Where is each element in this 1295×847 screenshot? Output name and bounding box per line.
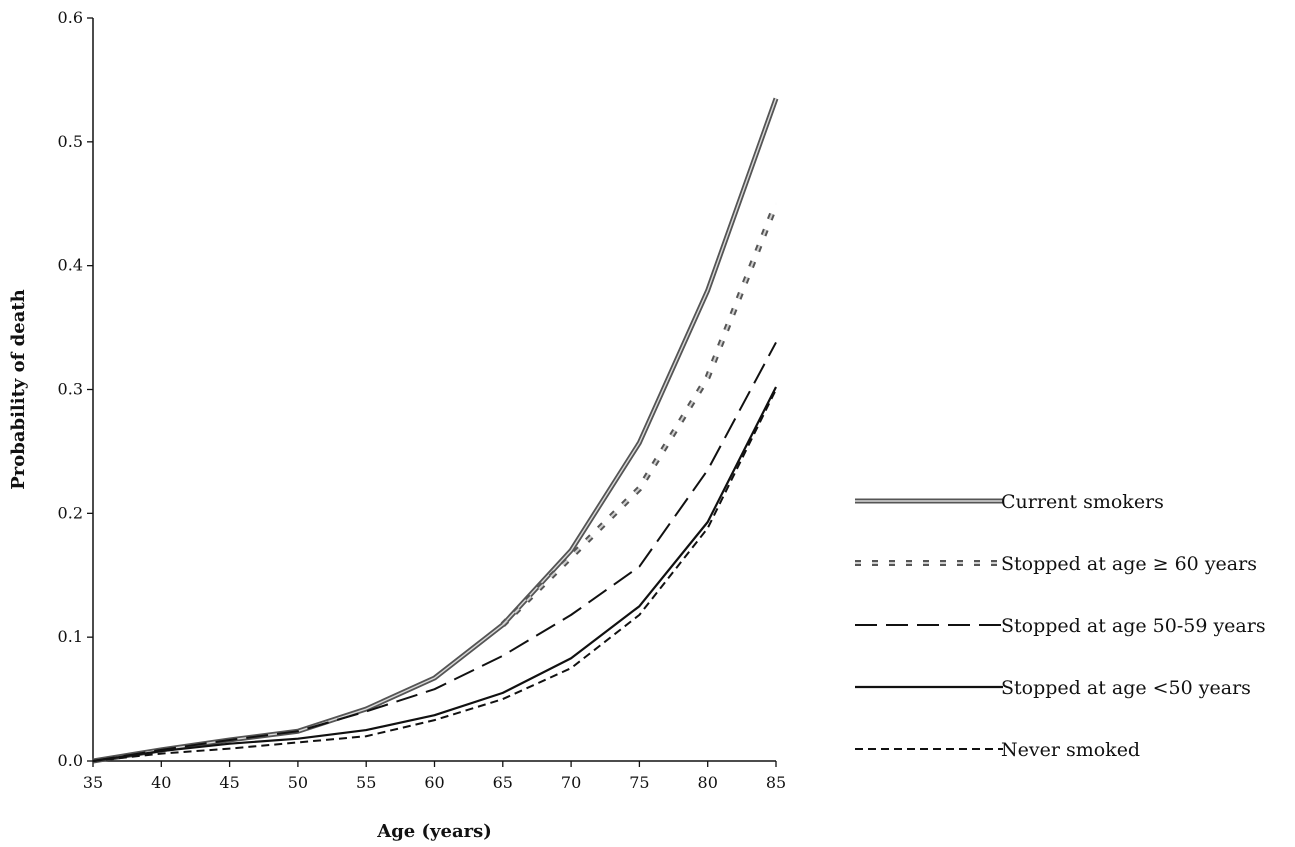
data-point [160,752,162,754]
data-point [297,730,299,732]
series-line [92,386,777,763]
data-point [433,714,435,716]
data-point [502,655,504,657]
series-line [502,203,777,626]
y-tick-label: 0.0 [58,751,83,770]
legend-label: Current smokers [1001,491,1164,513]
series-line [92,389,777,762]
data-point [707,289,709,291]
data-point [638,565,640,567]
data-point [775,203,777,205]
data-point [570,549,572,551]
series-line [92,341,777,762]
x-tick-label: 50 [288,773,308,792]
data-point [433,677,435,679]
y-tick-label: 0.3 [58,380,83,399]
x-tick-label: 35 [83,773,103,792]
data-point [228,739,230,741]
x-tick-label: 65 [493,773,513,792]
legend-label: Stopped at age <50 years [1001,677,1251,699]
data-point [502,624,504,626]
data-point [638,605,640,607]
x-tick-label: 55 [356,773,376,792]
axes: 35 40 45 50 55 60 65 70 75 80 85 0.0 0.1 0.2 0.3 0.4 0.5… [58,8,787,792]
data-point [433,688,435,690]
x-tick-label: 60 [424,773,444,792]
data-point [570,614,572,616]
legend-label: Never smoked [1001,739,1140,761]
data-point [638,614,640,616]
data-point [92,760,94,762]
data-point [707,376,709,378]
data-point [707,469,709,471]
legend-label: Stopped at age ≥ 60 years [1001,553,1257,575]
series-0 [92,97,779,764]
data-point [570,667,572,669]
data-point [570,657,572,659]
x-tick-label: 45 [219,773,239,792]
data-point [502,698,504,700]
series-line [500,202,779,627]
data-point [707,527,709,529]
series-3 [92,386,777,763]
legend-label: Stopped at age 50-59 years [1001,615,1266,637]
series-layer [92,97,779,764]
data-point [365,710,367,712]
x-tick-label: 85 [766,773,786,792]
data-point [365,729,367,731]
data-point [775,341,777,343]
y-axis-title: Probability of death [8,289,29,490]
legend-item: Current smokers [855,491,1164,513]
legend-item: Stopped at age ≥ 60 years [855,553,1257,575]
data-point [365,735,367,737]
data-point [228,742,230,744]
data-point [228,747,230,749]
data-point [502,692,504,694]
data-point [775,386,777,388]
legend-item: Stopped at age <50 years [855,677,1251,699]
y-tick-label: 0.1 [58,627,83,646]
y-tick-label: 0.5 [58,132,83,151]
x-tick-label: 80 [698,773,718,792]
data-point [775,388,777,390]
data-point [433,719,435,721]
data-point [297,738,299,740]
data-point [775,97,777,99]
x-axis-title: Age (years) [376,821,492,842]
y-tick-label: 0.4 [58,256,83,275]
data-point [297,741,299,743]
data-point [707,521,709,523]
series-line [92,98,777,762]
legend: Current smokers Stopped at age ≥ 60 years… [855,491,1266,761]
data-point [570,555,572,557]
series-4 [92,388,777,762]
data-point [638,442,640,444]
x-tick-label: 75 [629,773,649,792]
legend-item: Stopped at age 50-59 years [855,615,1266,637]
legend-item: Never smoked [855,739,1140,761]
data-point [160,750,162,752]
y-tick-label: 0.2 [58,503,83,522]
x-tick-label: 70 [561,773,581,792]
series-2 [92,341,777,762]
data-point [365,708,367,710]
series-1 [500,202,779,627]
data-point [638,487,640,489]
x-tick-label: 40 [151,773,171,792]
y-tick-label: 0.6 [58,8,83,27]
